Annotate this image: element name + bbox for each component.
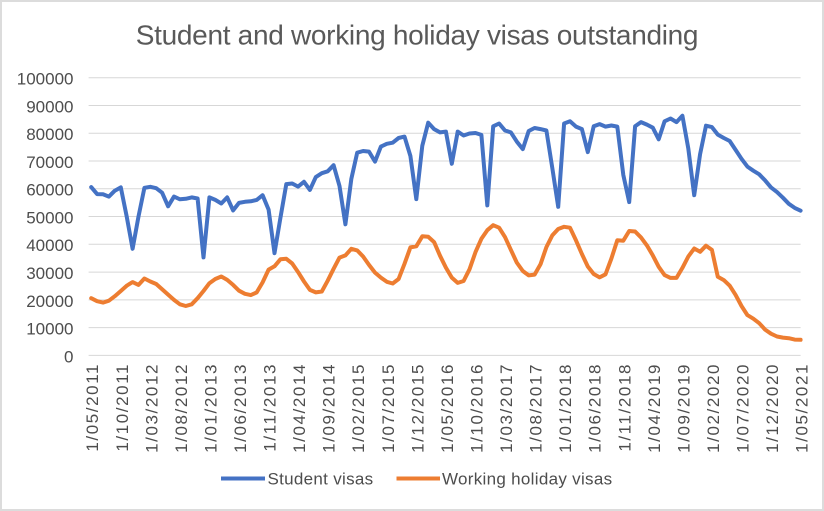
svg-text:1/05/2016: 1/05/2016 — [438, 363, 457, 453]
svg-text:1/05/2011: 1/05/2011 — [83, 363, 102, 452]
svg-text:1/01/2018: 1/01/2018 — [556, 363, 575, 453]
svg-text:1/04/2019: 1/04/2019 — [645, 363, 664, 453]
svg-text:1/02/2015: 1/02/2015 — [349, 363, 368, 453]
svg-text:80000: 80000 — [26, 125, 73, 144]
svg-text:30000: 30000 — [26, 264, 73, 283]
svg-text:90000: 90000 — [26, 97, 73, 116]
svg-text:1/03/2017: 1/03/2017 — [497, 363, 516, 453]
svg-text:1/05/2021: 1/05/2021 — [793, 363, 812, 453]
svg-text:10000: 10000 — [26, 320, 73, 339]
svg-text:1/02/2020: 1/02/2020 — [704, 363, 723, 453]
svg-text:70000: 70000 — [26, 153, 73, 172]
svg-text:1/12/2015: 1/12/2015 — [408, 363, 427, 453]
svg-text:60000: 60000 — [26, 181, 73, 200]
svg-text:1/07/2020: 1/07/2020 — [734, 363, 753, 453]
svg-text:1/10/2011: 1/10/2011 — [113, 363, 132, 452]
svg-text:1/04/2014: 1/04/2014 — [290, 363, 309, 453]
svg-text:1/06/2018: 1/06/2018 — [586, 363, 605, 453]
svg-text:1/12/2020: 1/12/2020 — [763, 363, 782, 453]
svg-text:Student visas: Student visas — [268, 470, 374, 489]
svg-text:Student and working holiday vi: Student and working holiday visas outsta… — [136, 20, 698, 51]
svg-text:100000: 100000 — [17, 70, 74, 89]
svg-text:1/08/2017: 1/08/2017 — [527, 363, 546, 453]
svg-text:1/11/2018: 1/11/2018 — [615, 363, 634, 452]
svg-text:1/11/2013: 1/11/2013 — [261, 363, 280, 452]
svg-text:1/07/2015: 1/07/2015 — [379, 363, 398, 453]
svg-text:1/10/2016: 1/10/2016 — [468, 363, 487, 453]
svg-text:1/01/2013: 1/01/2013 — [201, 363, 220, 453]
svg-text:20000: 20000 — [26, 292, 73, 311]
svg-text:1/08/2012: 1/08/2012 — [172, 363, 191, 453]
svg-text:Working holiday visas: Working holiday visas — [442, 470, 612, 489]
svg-text:50000: 50000 — [26, 208, 73, 227]
svg-text:1/06/2013: 1/06/2013 — [231, 363, 250, 453]
svg-text:1/09/2019: 1/09/2019 — [674, 363, 693, 453]
svg-text:1/03/2012: 1/03/2012 — [142, 363, 161, 453]
svg-text:0: 0 — [64, 347, 73, 366]
svg-text:40000: 40000 — [26, 236, 73, 255]
svg-text:1/09/2014: 1/09/2014 — [320, 363, 339, 453]
